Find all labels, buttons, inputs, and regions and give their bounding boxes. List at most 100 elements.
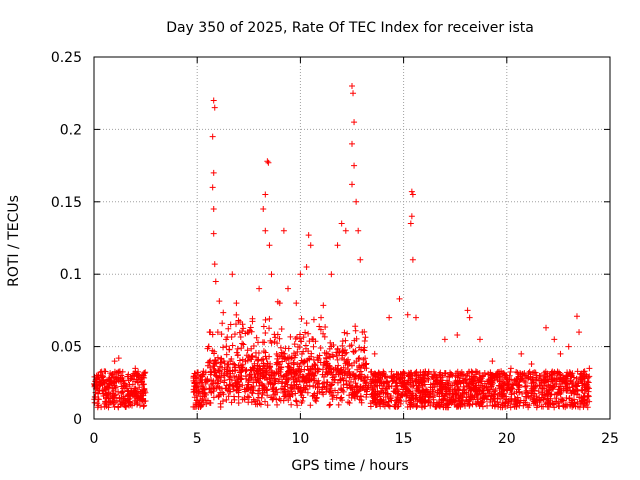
data-point xyxy=(236,357,243,364)
data-point xyxy=(349,389,356,396)
data-point-peak xyxy=(565,343,572,350)
data-point xyxy=(292,390,299,397)
data-point xyxy=(563,394,570,401)
data-point xyxy=(563,387,570,394)
data-point xyxy=(452,397,459,404)
data-point-peak xyxy=(557,350,564,357)
data-point xyxy=(225,373,232,380)
data-point xyxy=(281,388,288,395)
data-point xyxy=(412,378,419,385)
data-point xyxy=(326,387,333,394)
data-point xyxy=(494,369,501,376)
data-point xyxy=(285,345,292,352)
data-point-peak xyxy=(206,329,213,336)
data-point xyxy=(398,392,405,399)
data-point xyxy=(481,395,488,402)
data-point-peak xyxy=(268,271,275,278)
y-tick-label: 0.05 xyxy=(51,340,82,356)
data-point xyxy=(302,329,309,336)
data-point xyxy=(290,359,297,366)
data-point xyxy=(236,329,243,336)
data-point-peak xyxy=(338,220,345,227)
data-point xyxy=(409,383,416,390)
data-point xyxy=(287,333,294,340)
data-point-peak xyxy=(285,285,292,292)
data-point xyxy=(141,402,148,409)
data-point xyxy=(263,387,270,394)
data-point xyxy=(267,379,274,386)
data-point xyxy=(317,326,324,333)
data-point xyxy=(340,364,347,371)
data-point xyxy=(210,385,217,392)
data-point xyxy=(441,370,448,377)
data-point xyxy=(438,399,445,406)
data-point xyxy=(245,377,252,384)
data-point xyxy=(263,355,270,362)
data-point xyxy=(295,365,302,372)
data-point xyxy=(441,393,448,400)
data-point xyxy=(440,404,447,411)
data-point-peak xyxy=(95,372,102,379)
data-point xyxy=(397,400,404,407)
data-point xyxy=(207,371,214,378)
data-point xyxy=(309,393,316,400)
data-point xyxy=(341,329,348,336)
data-point xyxy=(266,325,273,332)
data-point-peak xyxy=(262,227,269,234)
data-point xyxy=(122,403,129,410)
data-point xyxy=(223,396,230,403)
data-point xyxy=(422,392,429,399)
data-point xyxy=(384,374,391,381)
data-point xyxy=(564,373,571,380)
data-point xyxy=(430,396,437,403)
data-point xyxy=(579,397,586,404)
data-point xyxy=(223,351,230,358)
data-point-peak xyxy=(305,232,312,239)
data-point xyxy=(244,385,251,392)
data-point xyxy=(234,352,241,359)
data-point xyxy=(319,389,326,396)
data-point xyxy=(113,376,120,383)
data-point-peak xyxy=(441,336,448,343)
data-point-peak xyxy=(351,162,358,169)
data-point xyxy=(458,401,465,408)
data-point xyxy=(584,404,591,411)
data-point xyxy=(363,386,370,393)
data-point-peak xyxy=(214,329,221,336)
data-point xyxy=(250,364,257,371)
data-point xyxy=(262,316,269,323)
data-point xyxy=(271,338,278,345)
data-point xyxy=(339,375,346,382)
data-point xyxy=(104,391,111,398)
data-point xyxy=(277,344,284,351)
data-point xyxy=(514,394,521,401)
data-point xyxy=(293,398,300,405)
data-point xyxy=(421,388,428,395)
data-point-peak xyxy=(454,332,461,339)
data-point xyxy=(431,371,438,378)
data-point-peak xyxy=(518,350,525,357)
data-point xyxy=(350,390,357,397)
data-point xyxy=(232,367,239,374)
data-point xyxy=(306,356,313,363)
data-point xyxy=(333,352,340,359)
data-point xyxy=(407,390,414,397)
data-point xyxy=(551,404,558,411)
data-point xyxy=(354,388,361,395)
data-point xyxy=(458,372,465,379)
data-point xyxy=(356,396,363,403)
data-point xyxy=(210,394,217,401)
data-point xyxy=(297,368,304,375)
data-point xyxy=(297,388,304,395)
data-point xyxy=(343,359,350,366)
data-point xyxy=(235,373,242,380)
data-point-peak xyxy=(245,329,252,336)
data-point xyxy=(343,349,350,356)
data-point xyxy=(312,362,319,369)
data-point xyxy=(142,389,149,396)
data-point-peak xyxy=(396,295,403,302)
x-tick-label: 10 xyxy=(291,431,309,447)
data-point xyxy=(272,386,279,393)
data-point xyxy=(578,386,585,393)
data-point xyxy=(211,356,218,363)
